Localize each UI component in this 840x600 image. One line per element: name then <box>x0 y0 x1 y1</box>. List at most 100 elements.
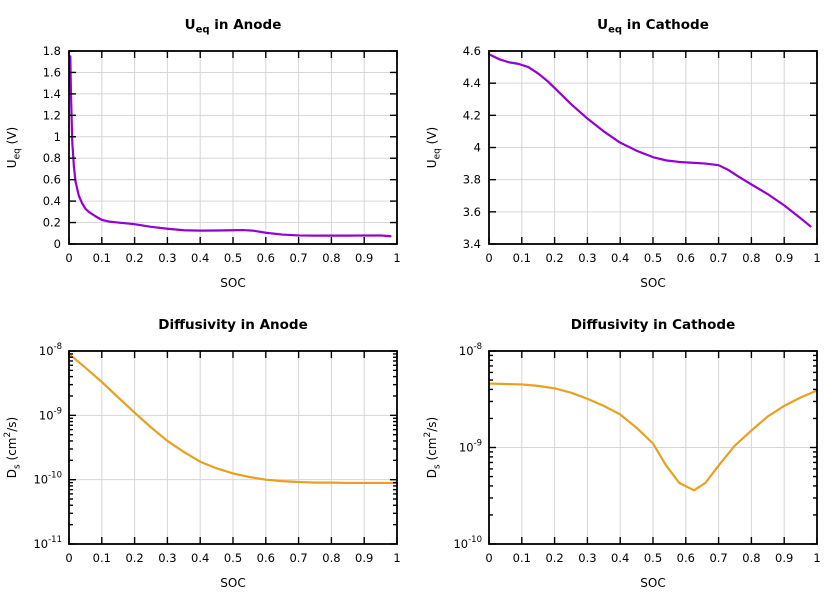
chart-ueq-anode: 0 0.1 0.2 0.3 0.4 0.5 0.6 0.7 0.8 0.9 1 0 0.2 0.4 0.6 0… <box>0 0 420 300</box>
x-tick-label: 0.6 <box>677 251 695 265</box>
y-tick-label: 0.6 <box>43 173 61 187</box>
x-tick-label: 0.3 <box>158 551 176 565</box>
series-line-ueq-anode <box>69 55 392 238</box>
axis-ticks <box>68 50 398 245</box>
x-tick-label: 1 <box>813 251 820 265</box>
x-tick-label: 0.8 <box>742 251 760 265</box>
x-tick-label: 0.2 <box>545 251 563 265</box>
y-tick-label: 4.4 <box>463 76 481 90</box>
x-tick-label: 1 <box>393 251 400 265</box>
x-tick-label: 0.2 <box>125 551 143 565</box>
y-tick-label: 3.8 <box>463 173 481 187</box>
y-tick-label: 4.2 <box>463 108 481 122</box>
x-tick-label: 0.5 <box>644 251 662 265</box>
series-line-diff-anode <box>67 352 399 485</box>
y-axis-label: Ds (cm2/s) <box>3 417 23 478</box>
x-tick-label: 0.4 <box>611 251 629 265</box>
x-tick-label: 0.4 <box>611 551 629 565</box>
y-tick-label: 4 <box>474 141 481 155</box>
x-tick-label: 0.6 <box>257 551 275 565</box>
y-tick-label: 10-8 <box>39 342 62 358</box>
y-tick-label: 1.8 <box>43 44 61 58</box>
gridlines <box>488 350 818 545</box>
x-tick-label: 0.8 <box>742 551 760 565</box>
x-axis-label: SOC <box>640 276 665 290</box>
x-tick-label: 0 <box>65 251 72 265</box>
y-tick-label: 0.2 <box>43 216 61 230</box>
x-tick-label: 0.3 <box>578 251 596 265</box>
y-tick-label: 3.4 <box>463 237 481 251</box>
chart-title: Ueq in Cathode <box>597 17 709 36</box>
y-tick-label: 0 <box>54 237 61 251</box>
x-tick-label: 0.9 <box>355 251 373 265</box>
x-tick-label: 0.6 <box>257 251 275 265</box>
x-tick-label: 0.7 <box>709 551 727 565</box>
x-tick-label: 0 <box>65 551 72 565</box>
series-line-diff-cathode <box>487 382 819 492</box>
x-tick-label: 0.2 <box>125 251 143 265</box>
x-tick-label: 0.2 <box>545 551 563 565</box>
x-tick-label: 0.5 <box>644 551 662 565</box>
x-tick-label: 0.1 <box>93 551 111 565</box>
y-tick-label: 0.4 <box>43 194 61 208</box>
x-tick-label: 0.5 <box>224 251 242 265</box>
x-tick-label: 1 <box>393 551 400 565</box>
x-tick-label: 0.9 <box>775 551 793 565</box>
x-tick-label: 0 <box>485 251 492 265</box>
x-tick-label: 0.8 <box>322 251 340 265</box>
gridlines <box>68 50 398 245</box>
y-tick-label: 3.6 <box>463 205 481 219</box>
x-tick-label: 0.3 <box>578 551 596 565</box>
x-tick-label: 0.5 <box>224 551 242 565</box>
y-tick-label: 1.4 <box>43 87 61 101</box>
y-tick-label: 10-11 <box>33 535 62 551</box>
x-tick-label: 0.4 <box>191 251 209 265</box>
axis-ticks <box>488 50 818 245</box>
gridlines <box>68 350 398 545</box>
x-axis-label: SOC <box>220 576 245 590</box>
x-tick-label: 0.7 <box>289 551 307 565</box>
x-axis-label: SOC <box>220 276 245 290</box>
chart-canvas-diff-anode: 0 0.1 0.2 0.3 0.4 0.5 0.6 0.7 0.8 0.9 1 10-11 10-10 1… <box>3 317 401 590</box>
x-tick-label: 0.9 <box>355 551 373 565</box>
chart-diffusivity-anode: 0 0.1 0.2 0.3 0.4 0.5 0.6 0.7 0.8 0.9 1 10-11 10-10 1… <box>0 300 420 600</box>
y-tick-label: 10-9 <box>39 406 62 422</box>
chart-canvas-ueq-cathode: 0 0.1 0.2 0.3 0.4 0.5 0.6 0.7 0.8 0.9 1 3.4 3.6 3.8 4 4… <box>425 17 821 290</box>
y-tick-label: 10-9 <box>459 439 482 455</box>
chart-canvas-ueq-anode: 0 0.1 0.2 0.3 0.4 0.5 0.6 0.7 0.8 0.9 1 0 0.2 0.4 0.6 0… <box>5 17 401 290</box>
x-tick-label: 0.6 <box>677 551 695 565</box>
x-tick-label: 0.1 <box>93 251 111 265</box>
y-tick-label: 0.8 <box>43 151 61 165</box>
x-tick-label: 0.4 <box>191 551 209 565</box>
x-tick-label: 0.7 <box>289 251 307 265</box>
x-tick-label: 0.7 <box>709 251 727 265</box>
y-tick-label: 4.6 <box>463 44 481 58</box>
y-tick-label: 10-10 <box>33 471 62 487</box>
y-tick-label: 10-10 <box>453 535 482 551</box>
y-axis-label: Ueq (V) <box>5 127 23 168</box>
axis-ticks <box>488 350 818 545</box>
gridlines <box>488 50 818 245</box>
chart-title: Diffusivity in Anode <box>158 317 308 333</box>
x-tick-label: 0.1 <box>513 251 531 265</box>
x-axis-label: SOC <box>640 576 665 590</box>
chart-diffusivity-cathode: 0 0.1 0.2 0.3 0.4 0.5 0.6 0.7 0.8 0.9 1 10-10 10-9 10… <box>420 300 840 600</box>
chart-ueq-cathode: 0 0.1 0.2 0.3 0.4 0.5 0.6 0.7 0.8 0.9 1 3.4 3.6 3.8 4 4… <box>420 0 840 300</box>
y-axis-label: Ueq (V) <box>425 127 443 168</box>
y-tick-label: 1.2 <box>43 108 61 122</box>
chart-title: Ueq in Anode <box>185 17 282 36</box>
axis-ticks <box>68 350 398 545</box>
x-tick-label: 0.1 <box>513 551 531 565</box>
x-tick-label: 0.3 <box>158 251 176 265</box>
chart-title: Diffusivity in Cathode <box>571 317 736 333</box>
y-tick-label: 1 <box>54 130 61 144</box>
y-tick-label: 10-8 <box>459 342 482 358</box>
y-axis-label: Ds (cm2/s) <box>423 417 443 478</box>
x-tick-label: 0 <box>485 551 492 565</box>
series-line-ueq-cathode <box>487 53 812 228</box>
x-tick-label: 0.8 <box>322 551 340 565</box>
x-tick-label: 1 <box>813 551 820 565</box>
chart-canvas-diff-cathode: 0 0.1 0.2 0.3 0.4 0.5 0.6 0.7 0.8 0.9 1 10-10 10-9 10… <box>423 317 821 590</box>
y-tick-label: 1.6 <box>43 65 61 79</box>
